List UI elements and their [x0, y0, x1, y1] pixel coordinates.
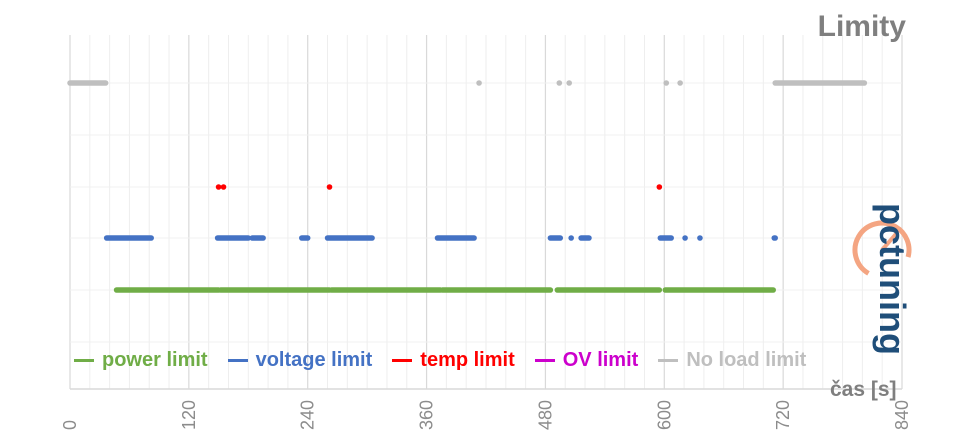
legend-swatch-temp-limit — [392, 359, 413, 362]
legend-item-voltage-limit: voltage limit — [227, 349, 373, 372]
series-point — [326, 184, 333, 190]
series-point — [215, 184, 222, 190]
series-point — [476, 80, 482, 86]
legend-label-voltage-limit: voltage limit — [255, 349, 373, 371]
legend: power limit voltage limit temp limit OV … — [74, 349, 806, 372]
legend-item-ov-limit: OV limit — [534, 349, 639, 372]
legend-swatch-power-limit — [74, 359, 94, 362]
logo-wordmark: pctuning — [872, 203, 912, 355]
series-layer — [67, 80, 868, 293]
pctuning-logo: pctuning — [852, 203, 912, 355]
x-axis-label: čas [s] — [830, 378, 897, 401]
x-tick-label: 720 — [773, 400, 793, 430]
series-point — [568, 235, 574, 241]
series-point — [220, 184, 227, 190]
legend-item-power-limit: power limit — [74, 349, 208, 372]
x-tick-label: 840 — [892, 400, 912, 430]
x-tick-label: 120 — [179, 400, 199, 430]
legend-label-ov-limit: OV limit — [562, 349, 639, 371]
x-tick-label: 0 — [60, 420, 80, 430]
x-tick-labels: 0 120 240 360 480 600 720 840 — [60, 400, 912, 430]
series-temp-limit — [215, 184, 663, 190]
chart-title: Limity — [817, 10, 906, 43]
x-tick-label: 600 — [654, 400, 674, 430]
legend-item-no-load-limit: No load limit — [658, 349, 806, 372]
legend-item-temp-limit: temp limit — [392, 349, 515, 372]
series-no-load-limit — [67, 80, 868, 86]
series-point — [566, 80, 572, 86]
series-point — [697, 235, 703, 241]
series-point — [682, 235, 688, 241]
x-tick-label: 240 — [298, 400, 318, 430]
series-point — [656, 184, 663, 190]
x-tick-label: 360 — [417, 400, 437, 430]
legend-label-no-load-limit: No load limit — [686, 349, 807, 371]
series-point — [663, 80, 670, 86]
legend-label-power-limit: power limit — [102, 349, 208, 371]
series-point — [556, 80, 563, 86]
legend-swatch-ov-limit — [534, 359, 555, 362]
legend-swatch-voltage-limit — [227, 359, 248, 362]
series-point — [677, 80, 683, 86]
legend-label-temp-limit: temp limit — [420, 349, 515, 371]
x-tick-label: 480 — [535, 400, 555, 430]
grid — [69, 35, 903, 389]
series-voltage-limit — [103, 235, 778, 241]
legend-swatch-no-load-limit — [658, 359, 679, 362]
